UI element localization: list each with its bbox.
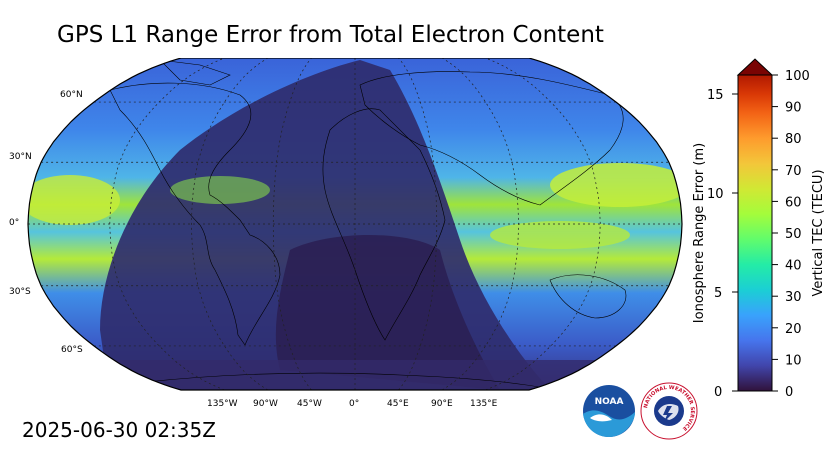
right-tick-label: 40 — [785, 259, 802, 274]
nws-logo: NATIONAL WEATHER SERVICE — [640, 382, 698, 440]
left-tick-label: 0 — [714, 385, 722, 400]
timestamp: 2025-06-30 02:35Z — [22, 418, 216, 442]
right-axis-title: Vertical TEC (TECU) — [811, 169, 826, 296]
right-tick-label: 100 — [785, 69, 810, 84]
lat-label-0: 0° — [9, 218, 19, 228]
chart-title: GPS L1 Range Error from Total Electron C… — [57, 22, 604, 48]
lat-label-60n: 60°N — [60, 90, 83, 100]
lat-label-60s: 60°S — [61, 345, 83, 355]
lon-label-90w: 90°W — [253, 399, 278, 409]
anomaly-americas — [170, 176, 270, 204]
colorbar-extend-arrow — [736, 58, 774, 76]
graticule-meridian — [441, 58, 519, 390]
right-tick-label: 50 — [785, 227, 802, 242]
right-tick-label: 10 — [785, 353, 802, 368]
graticule-meridian — [485, 58, 601, 390]
noaa-logo: NOAA — [583, 385, 635, 437]
right-tick-label: 60 — [785, 195, 802, 210]
right-tick-label: 70 — [785, 164, 802, 179]
right-tick-label: 0 — [785, 385, 793, 400]
lon-label-90e: 90°E — [431, 399, 453, 409]
right-tick-label: 90 — [785, 101, 802, 116]
coastlines — [109, 59, 627, 390]
lon-label-0: 0° — [349, 399, 359, 409]
left-tick-label: 15 — [707, 88, 724, 103]
lon-label-45w: 45°W — [297, 399, 322, 409]
night-core — [275, 235, 500, 390]
noaa-logo-text: NOAA — [595, 397, 624, 407]
graticule-meridian — [398, 58, 438, 390]
right-tick-label: 20 — [785, 322, 802, 337]
lon-label-45e: 45°E — [387, 399, 409, 409]
lat-label-30s: 30°S — [9, 287, 31, 297]
anomaly-west — [28, 175, 120, 225]
left-axis-title: Ionosphere Range Error (m) — [692, 143, 707, 323]
lat-label-30n: 30°N — [9, 152, 32, 162]
lon-label-135e: 135°E — [470, 399, 498, 409]
map-boundary — [27, 58, 683, 391]
graticule — [28, 58, 682, 390]
graticule-meridian — [109, 58, 225, 390]
right-tick-label: 80 — [785, 132, 802, 147]
anomaly-east-north — [550, 163, 682, 207]
left-tick-label: 10 — [707, 187, 724, 202]
left-tick-label: 5 — [714, 286, 722, 301]
lon-label-135w: 135°W — [207, 399, 238, 409]
right-tick-label: 30 — [785, 290, 802, 305]
graticule-meridian — [272, 58, 312, 390]
graticule-meridian — [191, 58, 269, 390]
colorbar-gradient — [737, 74, 773, 392]
anomaly-east-south — [490, 221, 630, 249]
